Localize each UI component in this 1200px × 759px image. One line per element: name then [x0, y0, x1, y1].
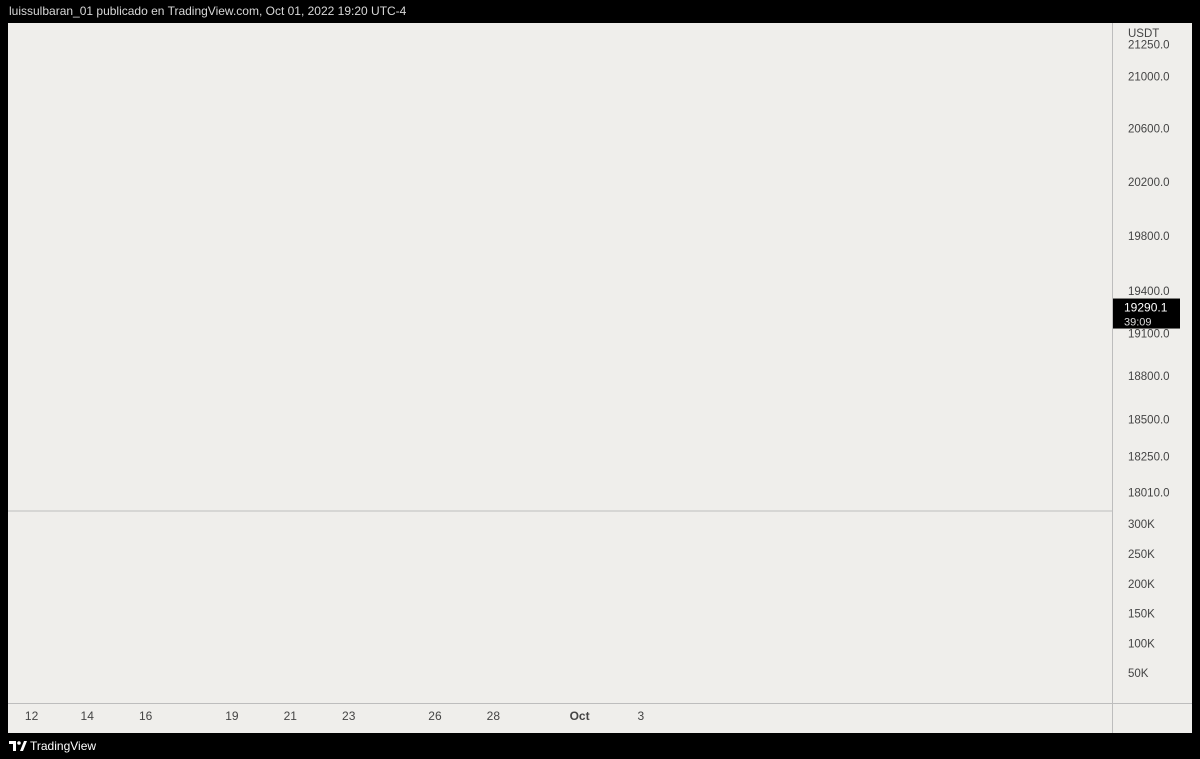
price-tick-label: 18500.0: [1128, 415, 1170, 427]
volume-tick-label: 50K: [1128, 668, 1149, 680]
currency-label: USDT: [1128, 28, 1159, 40]
chart-background: [8, 23, 1192, 733]
tradingview-logo-icon: [9, 741, 27, 751]
volume-tick-label: 250K: [1128, 549, 1155, 561]
price-tick-label: 20200.0: [1128, 177, 1170, 189]
volume-tick-label: 150K: [1128, 609, 1155, 621]
time-tick-label: 21: [284, 709, 298, 723]
chart-frame: BTCUSDTPERP, 100, BINANCEO19292.1H19292.…: [8, 0, 1192, 733]
time-tick-label: Oct: [570, 709, 590, 723]
price-tick-label: 19400.0: [1128, 286, 1170, 298]
price-tick-label: 20600.0: [1128, 124, 1170, 136]
last-price-label[interactable]: 19290.1 39:09: [1113, 298, 1180, 329]
time-tick-label: 26: [428, 709, 442, 723]
bar-countdown: 39:09: [1124, 317, 1152, 329]
price-tick-label: 18250.0: [1128, 452, 1170, 464]
time-tick-label: 16: [139, 709, 153, 723]
price-tick-label: 19100.0: [1128, 328, 1170, 340]
time-tick-label: 3: [637, 709, 644, 723]
price-tick-label: 21250.0: [1128, 40, 1170, 52]
price-tick-label: 18800.0: [1128, 371, 1170, 383]
chart-svg: BTCUSDTPERP, 100, BINANCEO19292.1H19292.…: [8, 0, 1192, 733]
time-tick-label: 23: [342, 709, 356, 723]
last-price-value: 19290.1: [1124, 301, 1168, 315]
time-tick-label: 12: [25, 709, 39, 723]
last-price-bg: [1113, 298, 1180, 329]
volume-tick-label: 100K: [1128, 638, 1155, 650]
price-tick-label: 18010.0: [1128, 487, 1170, 499]
price-tick-label: 19800.0: [1128, 231, 1170, 243]
time-tick-label: 19: [225, 709, 239, 723]
footer-brand: TradingView: [30, 739, 97, 753]
price-tick-label: 21000.0: [1128, 72, 1170, 84]
time-tick-label: 28: [487, 709, 501, 723]
footer: TradingView: [0, 733, 1200, 759]
time-tick-label: 14: [81, 709, 95, 723]
volume-tick-label: 300K: [1128, 519, 1155, 531]
publication-caption: luissulbaran_01 publicado en TradingView…: [9, 4, 407, 18]
volume-tick-label: 200K: [1128, 579, 1155, 591]
